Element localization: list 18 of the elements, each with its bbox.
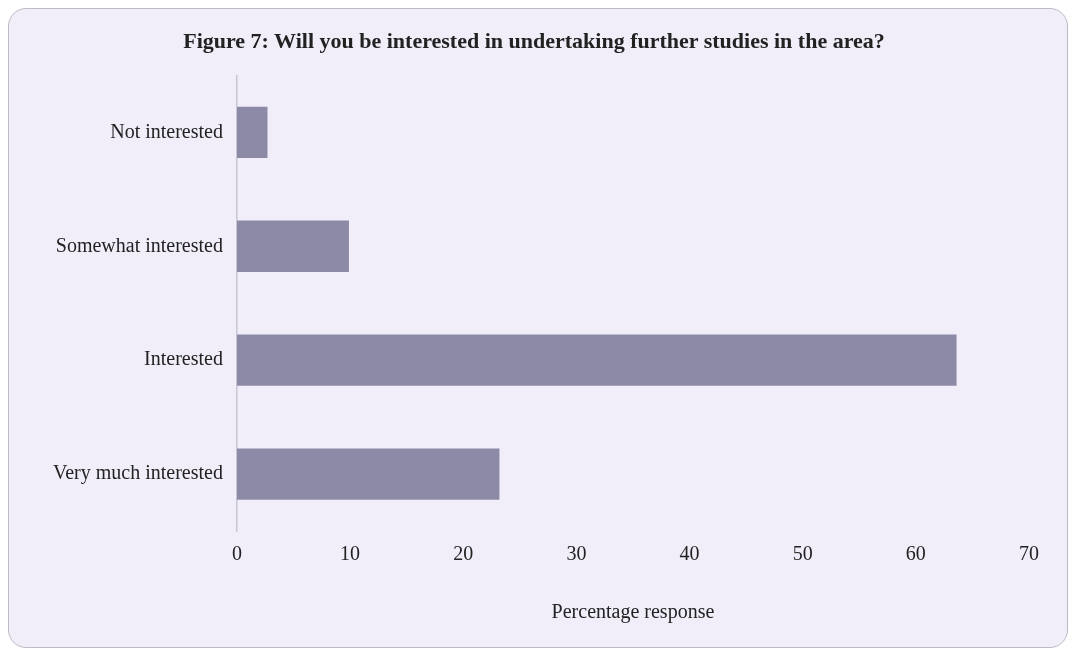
bar <box>236 334 957 386</box>
y-tick-label: Interested <box>144 347 223 370</box>
bar <box>236 220 349 272</box>
x-tick-label: 0 <box>231 542 242 565</box>
bar <box>236 448 500 500</box>
x-axis-title: Percentage response <box>551 600 715 624</box>
y-tick-label: Not interested <box>110 119 223 142</box>
y-tick-label: Very much interested <box>52 461 223 485</box>
x-tick-label: 20 <box>453 542 474 565</box>
y-tick-label: Somewhat interested <box>55 233 223 256</box>
x-tick-label: 60 <box>905 542 926 565</box>
x-tick-label: 70 <box>1019 542 1039 565</box>
x-tick-label: 30 <box>566 542 587 565</box>
bar <box>236 106 268 158</box>
x-tick-label: 50 <box>792 542 813 565</box>
x-tick-label: 40 <box>679 542 700 565</box>
chart-title: Figure 7: Will you be interested in undertaking further studies in the area? <box>183 27 885 53</box>
x-tick-label: 10 <box>340 542 361 565</box>
